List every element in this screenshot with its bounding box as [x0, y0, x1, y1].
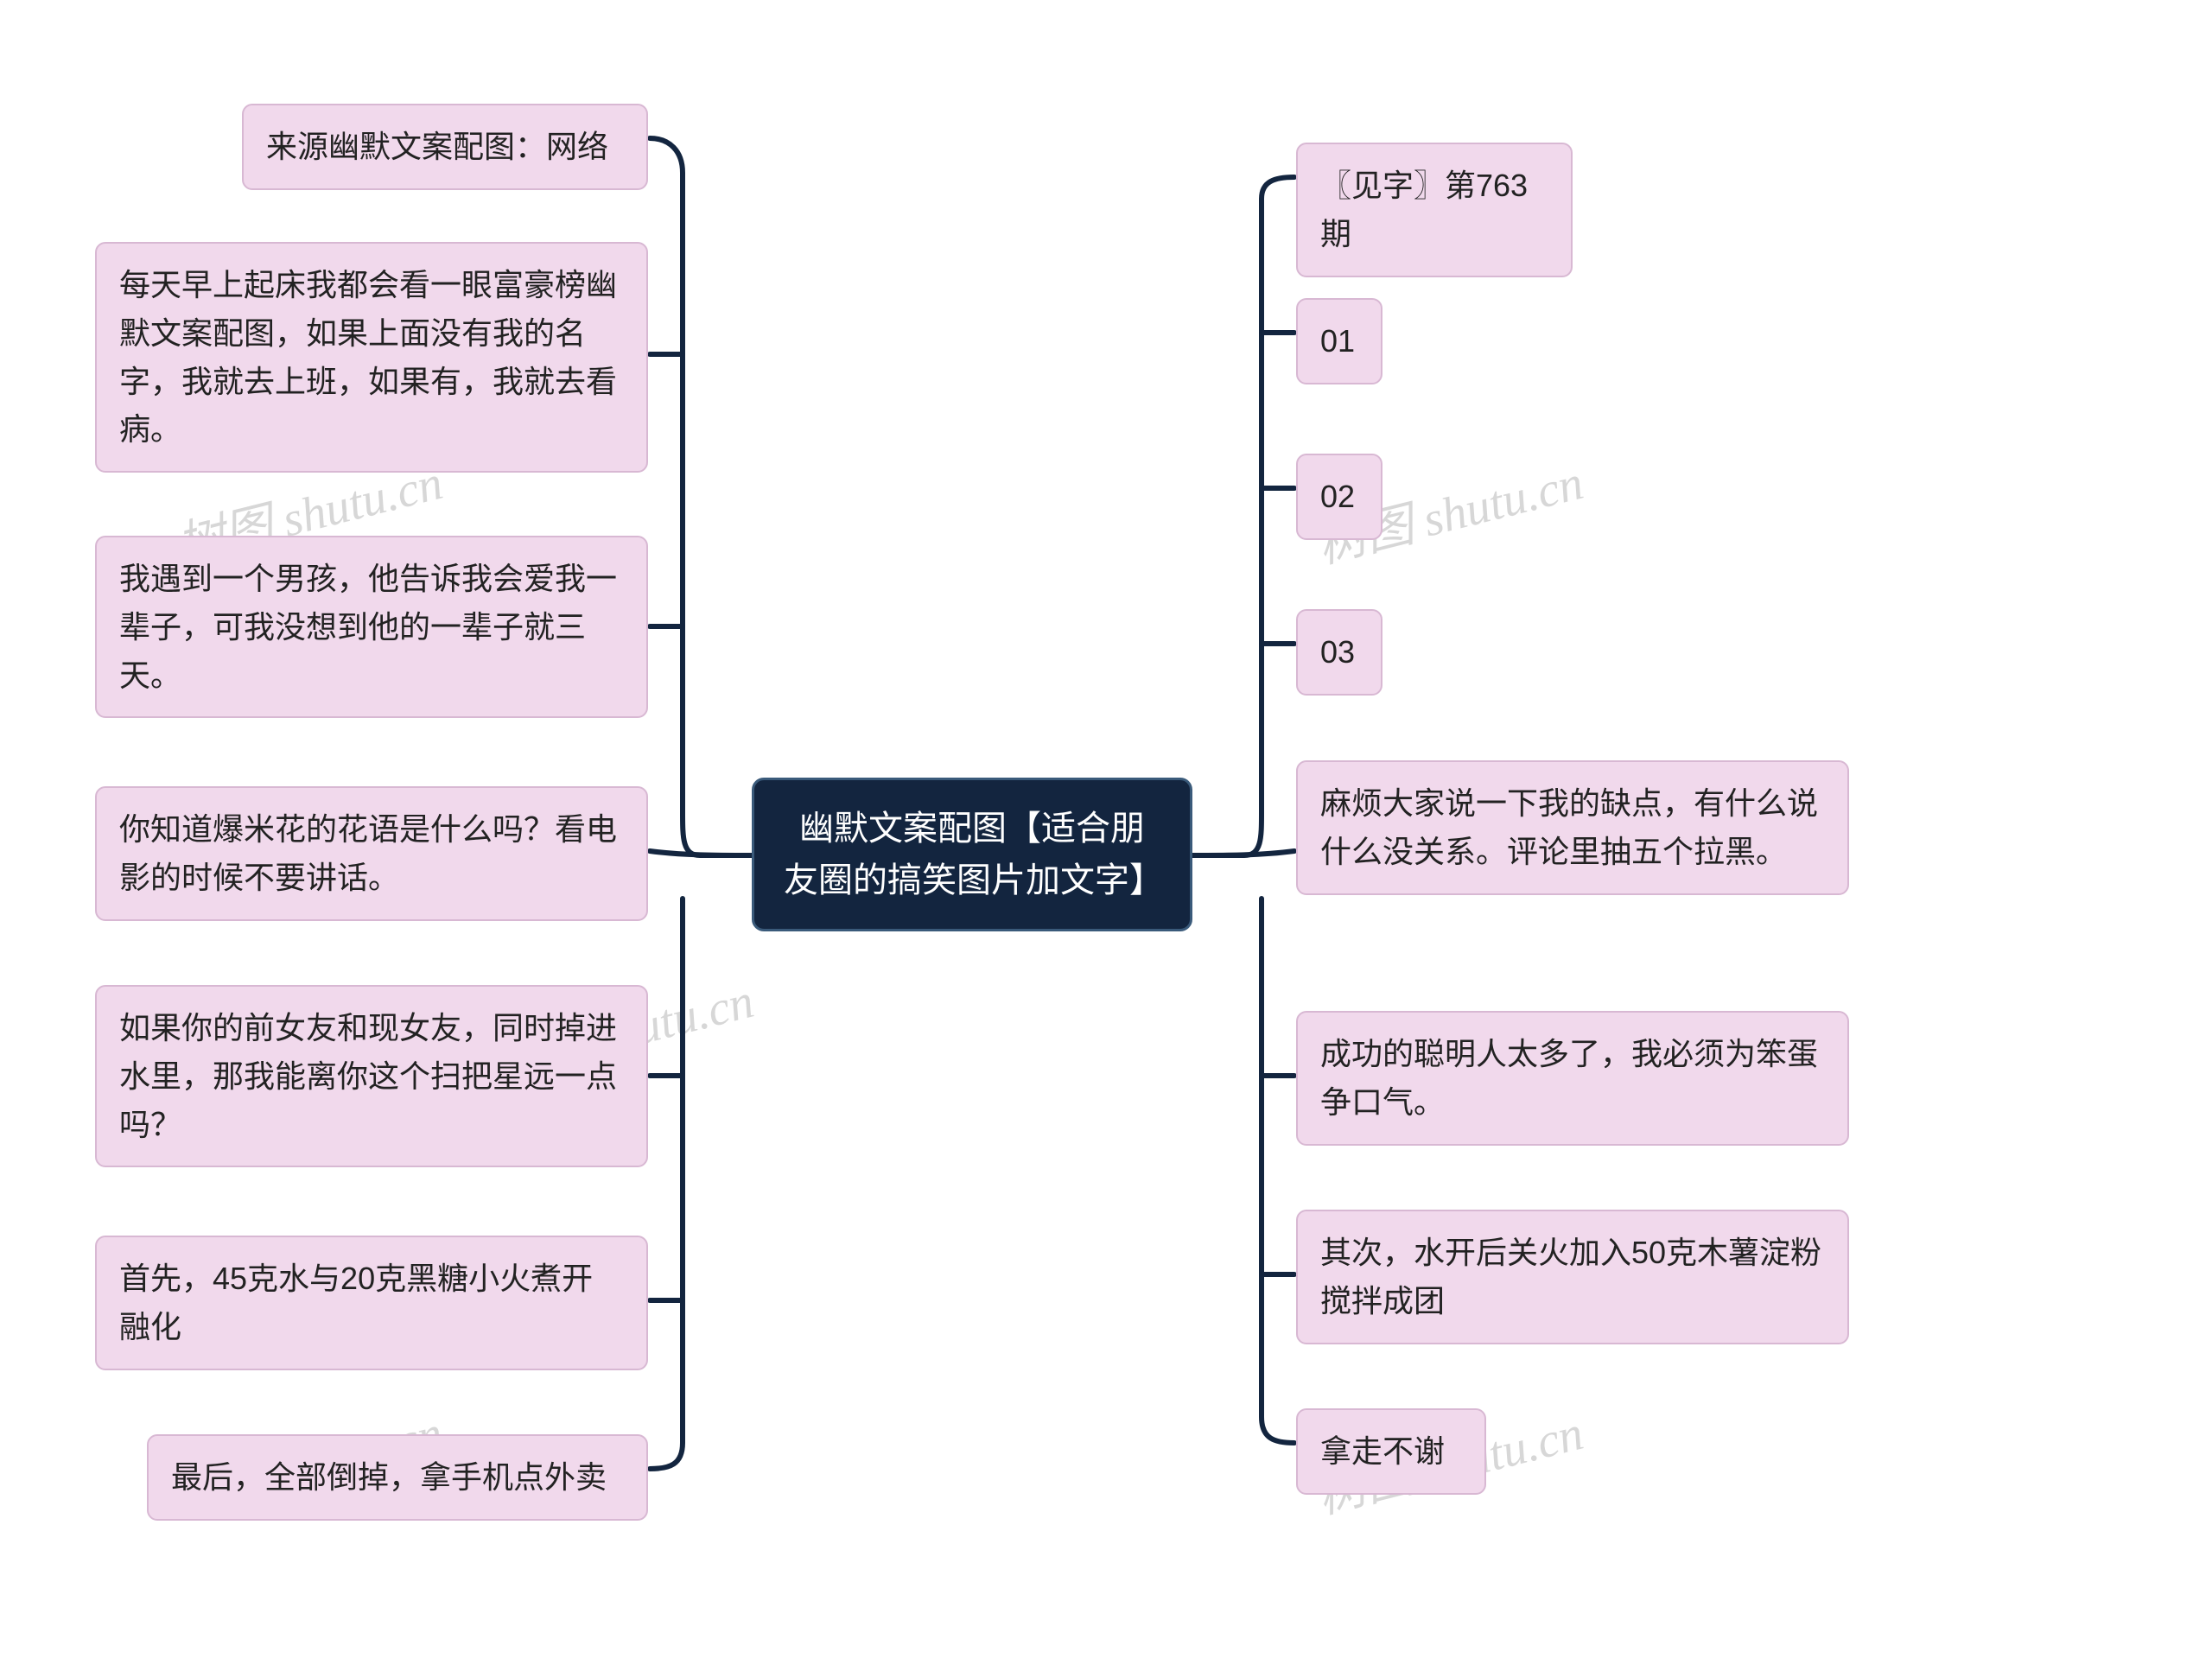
- left-node-6[interactable]: 最后，全部倒掉，拿手机点外卖: [147, 1434, 648, 1521]
- left-node-1[interactable]: 每天早上起床我都会看一眼富豪榜幽默文案配图，如果上面没有我的名字，我就去上班，如…: [95, 242, 648, 473]
- right-node-7[interactable]: 拿走不谢: [1296, 1408, 1486, 1495]
- left-node-5[interactable]: 首先，45克水与20克黑糖小火煮开融化: [95, 1236, 648, 1370]
- right-node-0[interactable]: 〖见字〗第763期: [1296, 143, 1573, 277]
- right-node-5[interactable]: 成功的聪明人太多了，我必须为笨蛋争口气。: [1296, 1011, 1849, 1146]
- right-node-4[interactable]: 麻烦大家说一下我的缺点，有什么说什么没关系。评论里抽五个拉黑。: [1296, 760, 1849, 895]
- right-node-2[interactable]: 02: [1296, 454, 1382, 540]
- left-node-4[interactable]: 如果你的前女友和现女友，同时掉进水里，那我能离你这个扫把星远一点吗？: [95, 985, 648, 1167]
- right-node-3[interactable]: 03: [1296, 609, 1382, 696]
- left-node-2[interactable]: 我遇到一个男孩，他告诉我会爱我一辈子，可我没想到他的一辈子就三天。: [95, 536, 648, 718]
- left-node-3[interactable]: 你知道爆米花的花语是什么吗？看电影的时候不要讲话。: [95, 786, 648, 921]
- right-node-1[interactable]: 01: [1296, 298, 1382, 384]
- right-node-6[interactable]: 其次，水开后关火加入50克木薯淀粉搅拌成团: [1296, 1210, 1849, 1344]
- mindmap-canvas: 树图 shutu.cn 树图 shutu.cn 树图 shutu.cn 树图 s…: [0, 0, 2212, 1671]
- left-node-0[interactable]: 来源幽默文案配图：网络: [242, 104, 648, 190]
- center-node[interactable]: 幽默文案配图【适合朋友圈的搞笑图片加文字】: [752, 778, 1192, 931]
